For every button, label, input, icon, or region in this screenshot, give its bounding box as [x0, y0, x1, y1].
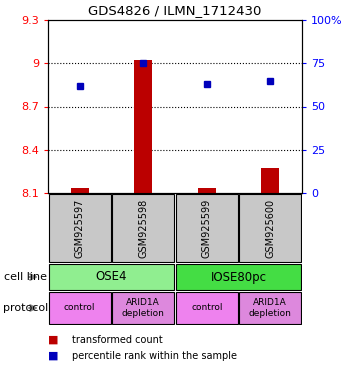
Bar	[176, 194, 238, 262]
Text: cell line: cell line	[4, 272, 47, 282]
Text: GSM925598: GSM925598	[138, 199, 148, 258]
Text: OSE4: OSE4	[96, 270, 127, 283]
Bar	[176, 264, 301, 290]
Text: ARID1A
depletion: ARID1A depletion	[122, 298, 165, 318]
Bar	[239, 194, 301, 262]
Title: GDS4826 / ILMN_1712430: GDS4826 / ILMN_1712430	[88, 5, 262, 17]
Bar	[198, 188, 216, 193]
Bar	[112, 194, 174, 262]
Bar	[49, 194, 111, 262]
Bar	[71, 188, 89, 193]
Bar	[49, 264, 174, 290]
Text: GSM925600: GSM925600	[265, 199, 275, 258]
Bar	[261, 169, 279, 193]
Bar	[239, 292, 301, 324]
Text: ARID1A
depletion: ARID1A depletion	[249, 298, 292, 318]
Text: GSM925597: GSM925597	[75, 198, 85, 258]
Bar	[49, 292, 111, 324]
Text: control: control	[64, 303, 96, 313]
Text: control: control	[191, 303, 223, 313]
Text: IOSE80pc: IOSE80pc	[210, 270, 266, 283]
Text: ■: ■	[48, 335, 58, 345]
Bar	[112, 292, 174, 324]
Text: ■: ■	[48, 351, 58, 361]
Bar	[176, 292, 238, 324]
Text: GSM925599: GSM925599	[202, 199, 212, 258]
Text: transformed count: transformed count	[72, 335, 163, 345]
Text: percentile rank within the sample: percentile rank within the sample	[72, 351, 238, 361]
Bar	[134, 60, 152, 193]
Text: protocol: protocol	[4, 303, 49, 313]
